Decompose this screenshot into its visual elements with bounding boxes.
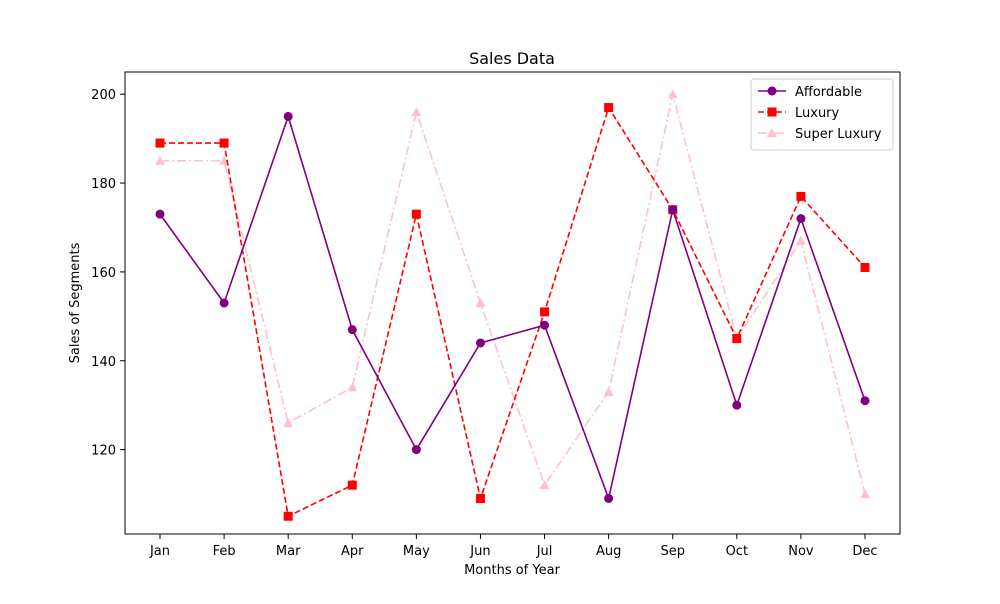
chart-title: Sales Data: [469, 49, 555, 68]
x-tick-label: Feb: [213, 544, 236, 559]
legend-marker: [767, 128, 777, 137]
plot-area: [155, 89, 870, 521]
x-axis: Jan Feb Mar Apr May Jun Jul Aug Sep Oct Nov Dec: [149, 534, 878, 559]
data-point: [860, 396, 870, 406]
legend-box: [750, 78, 894, 151]
x-tick-label: Oct: [726, 544, 748, 559]
data-point: [795, 235, 806, 245]
data-point: [732, 400, 742, 410]
data-point: [219, 298, 229, 308]
data-point: [796, 191, 806, 201]
series-affordable: [155, 111, 870, 503]
series-line: [160, 105, 866, 518]
x-tick-label: Aug: [596, 544, 621, 559]
data-point: [155, 209, 165, 219]
data-point: [283, 417, 294, 427]
data-point: [155, 155, 165, 165]
legend-marker: [767, 107, 777, 117]
x-tick-label: Sep: [660, 544, 685, 559]
legend: Affordable Luxury Super Luxury: [750, 78, 894, 151]
data-point: [219, 155, 230, 165]
y-axis-label: Sales of Segments: [68, 242, 83, 363]
legend-label: Luxury: [795, 106, 840, 121]
x-tick-label: May: [403, 544, 430, 559]
series-line: [159, 113, 866, 502]
data-point: [411, 209, 421, 219]
data-point: [540, 307, 550, 317]
data-point: [411, 106, 422, 116]
plot-frame: [124, 71, 901, 535]
data-point: [796, 214, 806, 224]
data-point: [667, 89, 678, 99]
legend-label: Super Luxury: [795, 127, 882, 142]
y-tick-label: 160: [91, 266, 116, 281]
y-tick-label: 120: [91, 444, 116, 459]
legend-label: Affordable: [795, 85, 862, 100]
data-point: [540, 320, 550, 330]
y-tick-label: 180: [91, 177, 116, 192]
series-line: [160, 94, 866, 495]
data-point: [860, 262, 870, 272]
data-point: [347, 382, 358, 392]
data-point: [604, 103, 614, 113]
x-tick-label: Jun: [469, 544, 490, 559]
data-point: [539, 480, 550, 490]
x-tick-label: Apr: [341, 544, 364, 559]
data-point: [155, 138, 165, 148]
data-point: [604, 493, 614, 503]
data-point: [475, 298, 486, 307]
x-tick-label: Dec: [852, 544, 877, 559]
data-point: [732, 334, 742, 344]
data-point: [860, 489, 870, 499]
data-point: [668, 205, 678, 215]
data-point: [603, 386, 614, 396]
data-point: [347, 325, 357, 335]
x-tick-label: Nov: [788, 544, 814, 559]
legend-marker: [767, 86, 777, 96]
data-point: [475, 493, 485, 503]
data-point: [219, 138, 229, 148]
data-point: [283, 111, 293, 121]
y-tick-label: 200: [91, 88, 116, 103]
data-point: [283, 511, 293, 521]
x-tick-label: Jan: [149, 544, 170, 559]
x-axis-label: Months of Year: [464, 563, 560, 578]
x-tick-label: Jul: [536, 544, 553, 559]
data-point: [347, 480, 357, 490]
data-point: [411, 445, 421, 455]
x-tick-label: Mar: [276, 544, 301, 559]
y-tick-label: 140: [91, 355, 116, 370]
y-axis: 120 140 160 180 200: [91, 88, 125, 459]
data-point: [475, 338, 485, 348]
